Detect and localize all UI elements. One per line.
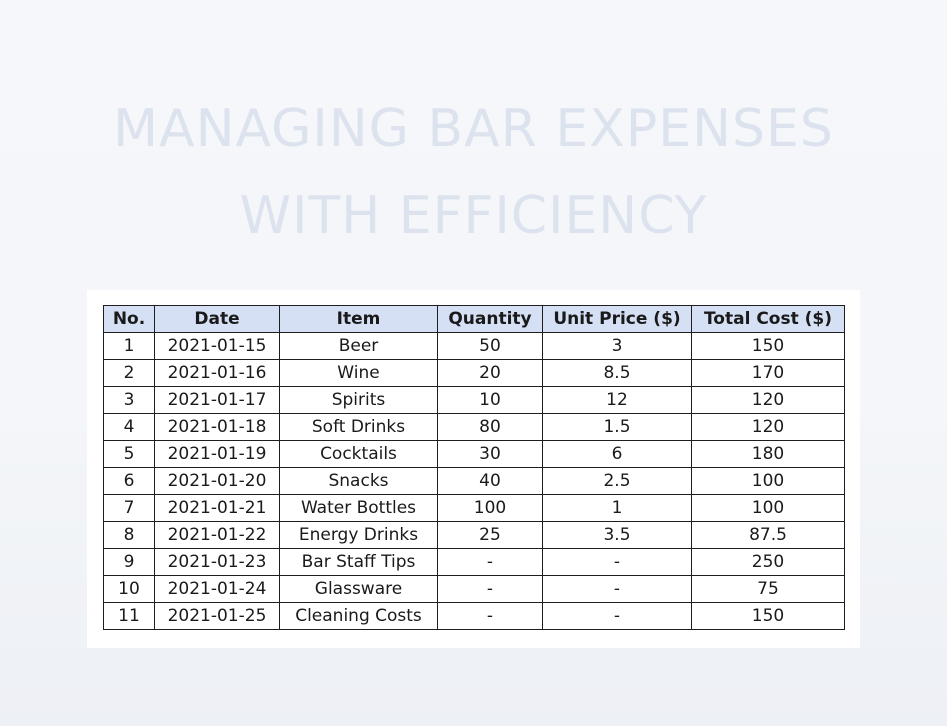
cell-unit-price: 1.5 [542, 413, 692, 441]
cell-no: 8 [103, 521, 155, 549]
cell-total-cost: 75 [691, 575, 845, 603]
cell-no: 11 [103, 602, 155, 630]
cell-date: 2021-01-15 [154, 332, 280, 360]
cell-unit-price: 3 [542, 332, 692, 360]
cell-no: 7 [103, 494, 155, 522]
column-header-quantity: Quantity [437, 305, 543, 333]
cell-quantity: 50 [437, 332, 543, 360]
cell-date: 2021-01-17 [154, 386, 280, 414]
cell-no: 9 [103, 548, 155, 576]
cell-no: 2 [103, 359, 155, 387]
cell-quantity: - [437, 602, 543, 630]
cell-item: Wine [279, 359, 438, 387]
cell-quantity: - [437, 548, 543, 576]
table-row: 4 2021-01-18 Soft Drinks 80 1.5 120 [103, 413, 845, 441]
table-row: 3 2021-01-17 Spirits 10 12 120 [103, 386, 845, 414]
cell-quantity: 30 [437, 440, 543, 468]
cell-quantity: 10 [437, 386, 543, 414]
cell-date: 2021-01-18 [154, 413, 280, 441]
cell-quantity: 25 [437, 521, 543, 549]
cell-no: 6 [103, 467, 155, 495]
column-header-unit-price: Unit Price ($) [542, 305, 692, 333]
column-header-date: Date [154, 305, 280, 333]
cell-date: 2021-01-21 [154, 494, 280, 522]
cell-total-cost: 150 [691, 602, 845, 630]
cell-item: Snacks [279, 467, 438, 495]
cell-no: 1 [103, 332, 155, 360]
cell-no: 5 [103, 440, 155, 468]
cell-unit-price: 12 [542, 386, 692, 414]
table-row: 6 2021-01-20 Snacks 40 2.5 100 [103, 467, 845, 495]
cell-no: 10 [103, 575, 155, 603]
cell-item: Soft Drinks [279, 413, 438, 441]
table-row: 5 2021-01-19 Cocktails 30 6 180 [103, 440, 845, 468]
page-title-line-1: MANAGING BAR EXPENSES [113, 99, 834, 159]
cell-item: Beer [279, 332, 438, 360]
cell-total-cost: 150 [691, 332, 845, 360]
cell-item: Spirits [279, 386, 438, 414]
cell-unit-price: - [542, 575, 692, 603]
cell-item: Bar Staff Tips [279, 548, 438, 576]
cell-total-cost: 250 [691, 548, 845, 576]
table-row: 7 2021-01-21 Water Bottles 100 1 100 [103, 494, 845, 522]
table-header-row: No. Date Item Quantity Unit Price ($) To… [103, 305, 845, 333]
cell-total-cost: 100 [691, 467, 845, 495]
cell-unit-price: 3.5 [542, 521, 692, 549]
cell-total-cost: 170 [691, 359, 845, 387]
column-header-item: Item [279, 305, 438, 333]
cell-quantity: 80 [437, 413, 543, 441]
table-card: No. Date Item Quantity Unit Price ($) To… [87, 290, 860, 648]
cell-quantity: 40 [437, 467, 543, 495]
column-header-no: No. [103, 305, 155, 333]
cell-unit-price: 8.5 [542, 359, 692, 387]
table-row: 8 2021-01-22 Energy Drinks 25 3.5 87.5 [103, 521, 845, 549]
cell-date: 2021-01-23 [154, 548, 280, 576]
expenses-table: No. Date Item Quantity Unit Price ($) To… [103, 305, 845, 630]
cell-date: 2021-01-24 [154, 575, 280, 603]
cell-date: 2021-01-25 [154, 602, 280, 630]
cell-total-cost: 180 [691, 440, 845, 468]
cell-no: 4 [103, 413, 155, 441]
cell-date: 2021-01-22 [154, 521, 280, 549]
cell-quantity: 20 [437, 359, 543, 387]
cell-date: 2021-01-16 [154, 359, 280, 387]
cell-item: Cocktails [279, 440, 438, 468]
table-row: 11 2021-01-25 Cleaning Costs - - 150 [103, 602, 845, 630]
cell-item: Glassware [279, 575, 438, 603]
page-title-line-2: WITH EFFICIENCY [239, 186, 708, 246]
cell-total-cost: 120 [691, 413, 845, 441]
cell-item: Water Bottles [279, 494, 438, 522]
cell-unit-price: 2.5 [542, 467, 692, 495]
cell-total-cost: 120 [691, 386, 845, 414]
cell-unit-price: 1 [542, 494, 692, 522]
table-row: 9 2021-01-23 Bar Staff Tips - - 250 [103, 548, 845, 576]
cell-item: Cleaning Costs [279, 602, 438, 630]
cell-quantity: - [437, 575, 543, 603]
cell-unit-price: - [542, 602, 692, 630]
cell-total-cost: 87.5 [691, 521, 845, 549]
cell-item: Energy Drinks [279, 521, 438, 549]
cell-total-cost: 100 [691, 494, 845, 522]
column-header-total-cost: Total Cost ($) [691, 305, 845, 333]
cell-date: 2021-01-19 [154, 440, 280, 468]
cell-no: 3 [103, 386, 155, 414]
table-row: 2 2021-01-16 Wine 20 8.5 170 [103, 359, 845, 387]
cell-unit-price: 6 [542, 440, 692, 468]
table-row: 1 2021-01-15 Beer 50 3 150 [103, 332, 845, 360]
cell-date: 2021-01-20 [154, 467, 280, 495]
cell-unit-price: - [542, 548, 692, 576]
table-row: 10 2021-01-24 Glassware - - 75 [103, 575, 845, 603]
cell-quantity: 100 [437, 494, 543, 522]
